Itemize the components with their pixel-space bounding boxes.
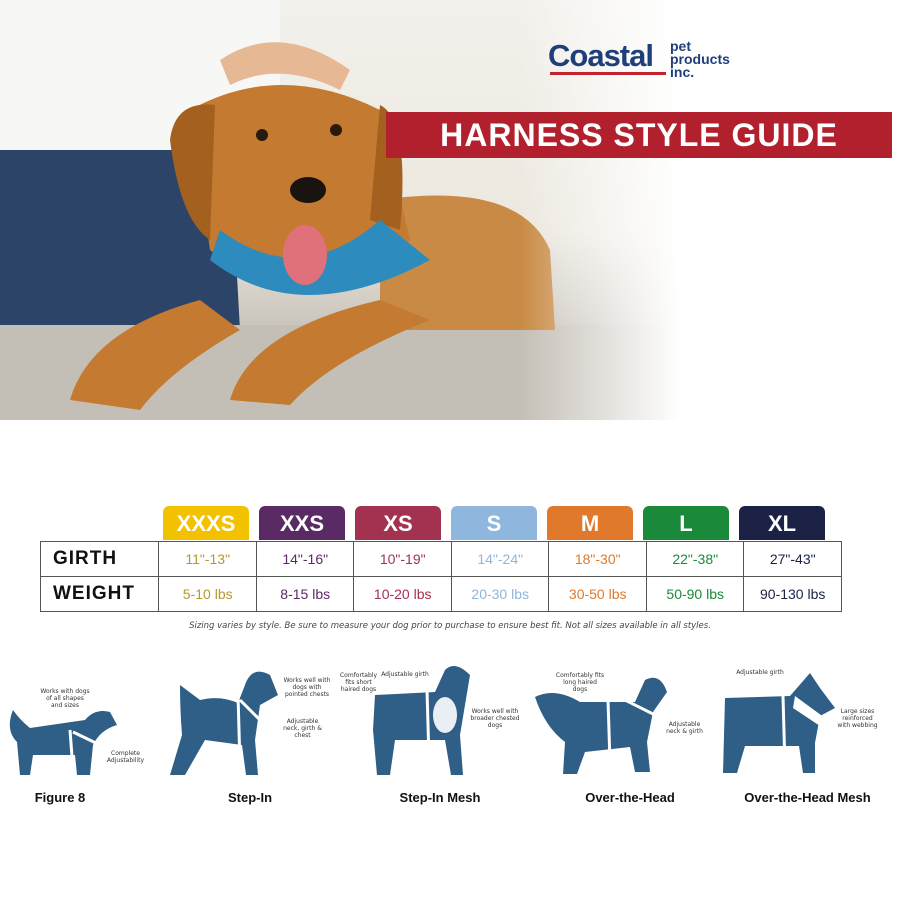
annotation: Adjustable neck & girth	[666, 721, 703, 735]
annotation: Comfortably fits short haired dogs	[339, 672, 377, 693]
girth-cell: 27"-43"	[743, 542, 841, 576]
size-chart: GIRTH 11"-13" 14"-16" 10"-19" 14"-24" 18"-30…	[40, 541, 842, 612]
size-tab-xl: XL	[739, 506, 825, 540]
weight-cell: 10-20 lbs	[353, 577, 451, 611]
girth-cell: 22"-38"	[645, 542, 744, 576]
size-tab-l: L	[643, 506, 729, 540]
annotation: Adjustable girth	[736, 669, 784, 676]
girth-cell: 14"-24"	[450, 542, 549, 576]
size-tab-m: M	[547, 506, 633, 540]
logo-underline	[550, 72, 666, 75]
style-caption: Over-the-Head	[585, 790, 675, 805]
girth-cell: 14"-16"	[255, 542, 354, 576]
weight-cell: 20-30 lbs	[450, 577, 549, 611]
weight-cell: 8-15 lbs	[255, 577, 354, 611]
annotation: Large sizes reinforced with webbing	[837, 708, 878, 729]
weight-cell: 5-10 lbs	[158, 577, 256, 611]
style-caption: Over-the-Head Mesh	[744, 790, 871, 805]
over-the-head-dog-icon	[535, 677, 667, 774]
row-label: WEIGHT	[53, 583, 135, 604]
size-header-row: XXXS XXS XS S M L XL	[163, 506, 835, 540]
style-caption: Step-In	[227, 790, 273, 805]
over-the-head-mesh-dog-icon	[723, 673, 835, 773]
annotation: Comfortably fits long haired dogs	[555, 672, 605, 693]
style-caption: Step-In Mesh	[399, 790, 481, 805]
style-caption: Figure 8	[34, 790, 86, 805]
step-in-mesh-dog-icon	[373, 666, 470, 775]
size-tab-xxxs: XXXS	[163, 506, 249, 540]
size-tab-xxs: XXS	[259, 506, 345, 540]
girth-row: GIRTH 11"-13" 14"-16" 10"-19" 14"-24" 18"-30…	[41, 542, 841, 576]
weight-row: WEIGHT 5-10 lbs 8-15 lbs 10-20 lbs 20-30 lb…	[41, 576, 841, 611]
step-in-dog-icon	[170, 671, 278, 775]
weight-cell: 30-50 lbs	[548, 577, 646, 611]
page-title-banner: HARNESS STYLE GUIDE	[386, 112, 892, 158]
coastal-logo: Coastal pet products inc.	[548, 38, 748, 88]
annotation: Works well with dogs with pointed chests	[283, 677, 331, 698]
annotation: Works with dogs of all shapes and sizes	[40, 688, 90, 709]
annotation: Complete Adjustability	[106, 750, 145, 764]
annotation: Works well with broader chested dogs	[470, 708, 520, 729]
weight-cell: 50-90 lbs	[645, 577, 744, 611]
logo-wordmark: Coastal	[548, 38, 654, 73]
girth-cell: 10"-19"	[353, 542, 451, 576]
annotation: Adjustable neck, girth & chest	[283, 718, 322, 739]
figure-8-dog-icon	[9, 710, 117, 775]
logo-subtext: pet products inc.	[670, 38, 730, 80]
girth-cell: 11"-13"	[158, 542, 256, 576]
weight-cell: 90-130 lbs	[743, 577, 841, 611]
annotation: Adjustable girth	[381, 671, 429, 678]
size-tab-s: S	[451, 506, 537, 540]
hero-photo	[0, 0, 680, 420]
girth-cell: 18"-30"	[548, 542, 646, 576]
row-label: GIRTH	[53, 548, 118, 569]
size-tab-xs: XS	[355, 506, 441, 540]
sizing-note: Sizing varies by style. Be sure to measu…	[189, 621, 711, 631]
